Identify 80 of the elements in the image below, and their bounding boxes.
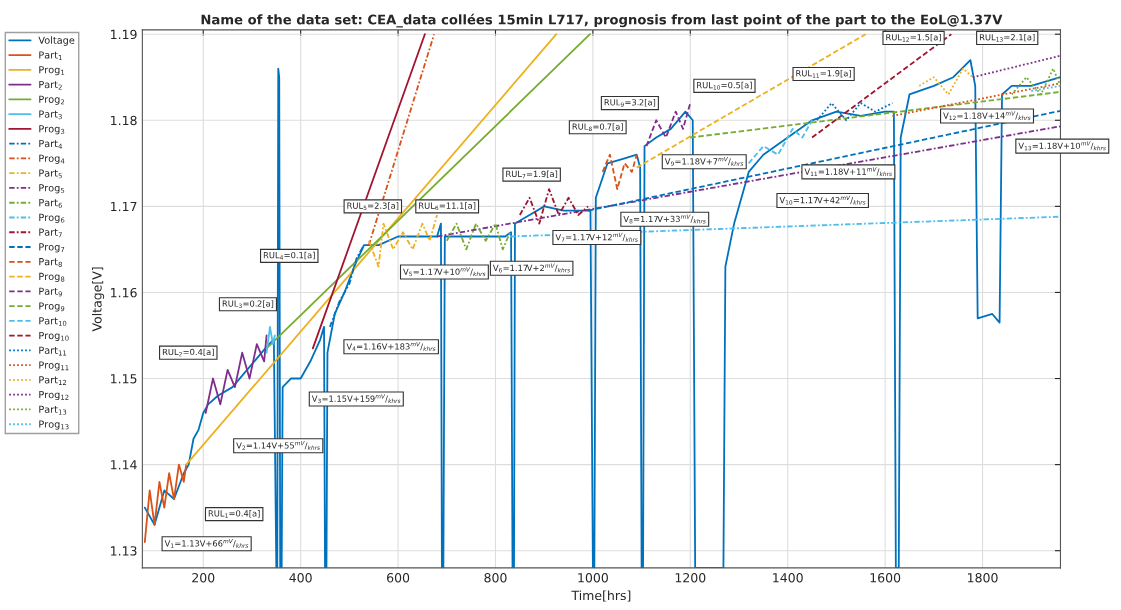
annotation: RUL$_{4}$=0.1[a] (263, 251, 315, 260)
legend-label: Prog$_{9}$ (39, 302, 65, 312)
legend-label: Prog$_{7}$ (39, 243, 65, 253)
x-tick-label: 1800 (968, 572, 998, 583)
legend-label: Prog$_{13}$ (39, 420, 69, 430)
annotation: V$_{13}$=1.18V+10$^{mV}$/$_{khrs}$ (1018, 141, 1106, 151)
line-series (918, 67, 974, 96)
x-axis-title: Time[hrs] (571, 590, 631, 602)
y-axis-title: Voltage[V] (92, 267, 105, 332)
legend-label: Part$_{1}$ (39, 51, 62, 61)
y-tick-label: 1.14 (111, 460, 137, 470)
legend-label: Prog$_{1}$ (39, 66, 65, 76)
legend-label: Part$_{12}$ (39, 376, 67, 385)
legend-label: Prog$_{5}$ (39, 184, 65, 194)
annotation: V$_{6}$=1.17V+2$^{mV}$/$_{khrs}$ (492, 263, 571, 273)
line-series (747, 119, 813, 165)
x-tick-label: 200 (192, 572, 215, 583)
x-tick-label: 600 (387, 572, 410, 583)
x-tick-label: 800 (484, 572, 507, 583)
legend-label: Part$_{5}$ (39, 169, 62, 179)
annotation: V$_{3}$=1.15V+159$^{mV}$/$_{khrs}$ (311, 394, 401, 404)
annotation: V$_{7}$=1.17V+12$^{mV}$/$_{khrs}$ (555, 232, 638, 242)
legend-label: Prog$_{10}$ (39, 331, 69, 342)
annotation: V$_{9}$=1.18V+7$^{mV}$/$_{khrs}$ (664, 156, 744, 166)
legend-label: Part$_{8}$ (39, 258, 62, 267)
legend-label: Prog$_{6}$ (39, 213, 65, 223)
annotation: RUL$_{5}$=2.3[a] (347, 202, 399, 211)
y-tick-label: 1.16 (111, 287, 137, 298)
legend-label: Prog$_{3}$ (39, 125, 65, 135)
annotation: RUL$_{12}$=1.5[a] (886, 33, 941, 42)
x-tick-label: 1600 (870, 572, 901, 583)
annotation: RUL$_{13}$=2.1[a] (979, 33, 1035, 42)
y-tick-label: 1.18 (111, 115, 137, 126)
legend-label: Prog$_{2}$ (39, 95, 65, 105)
y-tick-label: 1.15 (111, 374, 137, 384)
chart-title: Name of the data set: CEA_data collées 15min L717, prognosis from last point of the part to the EoL@1.37V (201, 13, 1003, 28)
legend-label: Part$_{11}$ (39, 346, 67, 356)
line-series (518, 188, 589, 225)
annotation: RUL$_{7}$=1.9[a] (506, 170, 558, 179)
legend-label: Prog$_{4}$ (39, 154, 65, 164)
legend-label: Prog$_{8}$ (39, 272, 65, 282)
annotation: RUL$_{8}$=0.7[a] (572, 123, 623, 132)
line-series (328, 244, 365, 328)
x-tick-label: 1200 (675, 572, 706, 583)
legend-label: Part$_{4}$ (39, 139, 63, 149)
y-tick-label: 1.13 (111, 546, 137, 556)
annotation: RUL$_{10}$=0.5[a] (697, 81, 752, 90)
legend-label: Voltage (38, 36, 75, 46)
legend-label: Prog$_{11}$ (39, 361, 69, 371)
annotation: V$_{11}$=1.18V+11$^{mV}$/$_{khrs}$ (804, 167, 892, 177)
line-series (601, 153, 638, 191)
annotation: V$_{5}$=1.17V+10$^{mV}$/$_{khrs}$ (403, 267, 486, 277)
line-series (367, 214, 438, 268)
x-tick-label: 400 (289, 572, 312, 583)
annotation: V$_{10}$=1.17V+42$^{mV}$/$_{khrs}$ (779, 195, 866, 205)
legend-label: Prog$_{12}$ (39, 391, 69, 401)
legend-label: Part$_{3}$ (39, 110, 62, 120)
annotation: V$_{2}$=1.14V+55$^{mV}$/$_{khrs}$ (236, 441, 320, 450)
annotation: V$_{4}$=1.16V+183$^{mV}$/$_{khrs}$ (346, 342, 436, 351)
annotation: RUL$_{2}$=0.4[a] (162, 348, 214, 357)
line-series (445, 222, 511, 251)
line-series (265, 325, 276, 354)
x-tick-label: 1000 (578, 572, 608, 583)
x-tick-label: 1400 (773, 572, 803, 583)
y-tick-label: 1.17 (111, 202, 137, 212)
annotation: V$_{12}$=1.18V+14$^{mV}$/$_{khrs}$ (943, 111, 1031, 121)
legend-label: Part$_{2}$ (39, 80, 62, 90)
annotation: RUL$_{6}$=11.1[a] (419, 202, 476, 211)
legend-label: Part$_{10}$ (39, 317, 67, 326)
legend-label: Part$_{6}$ (39, 199, 62, 208)
annotation: RUL$_{9}$=3.2[a] (604, 99, 656, 107)
annotation: RUL$_{1}$=0.4[a] (208, 510, 260, 518)
annotation: V$_{1}$=1.13V+66$^{mV}$/$_{khrs}$ (164, 538, 249, 548)
annotation: RUL$_{3}$=0.2[a] (222, 300, 274, 309)
y-tick-label: 1.19 (111, 29, 137, 40)
annotation: V$_{8}$=1.17V+33$^{mV}$/$_{khrs}$ (623, 214, 706, 224)
legend-label: Part$_{9}$ (39, 287, 62, 297)
legend-label: Part$_{7}$ (39, 228, 62, 238)
legend-label: Part$_{13}$ (39, 405, 67, 415)
annotation: RUL$_{11}$=1.9[a] (796, 69, 851, 78)
